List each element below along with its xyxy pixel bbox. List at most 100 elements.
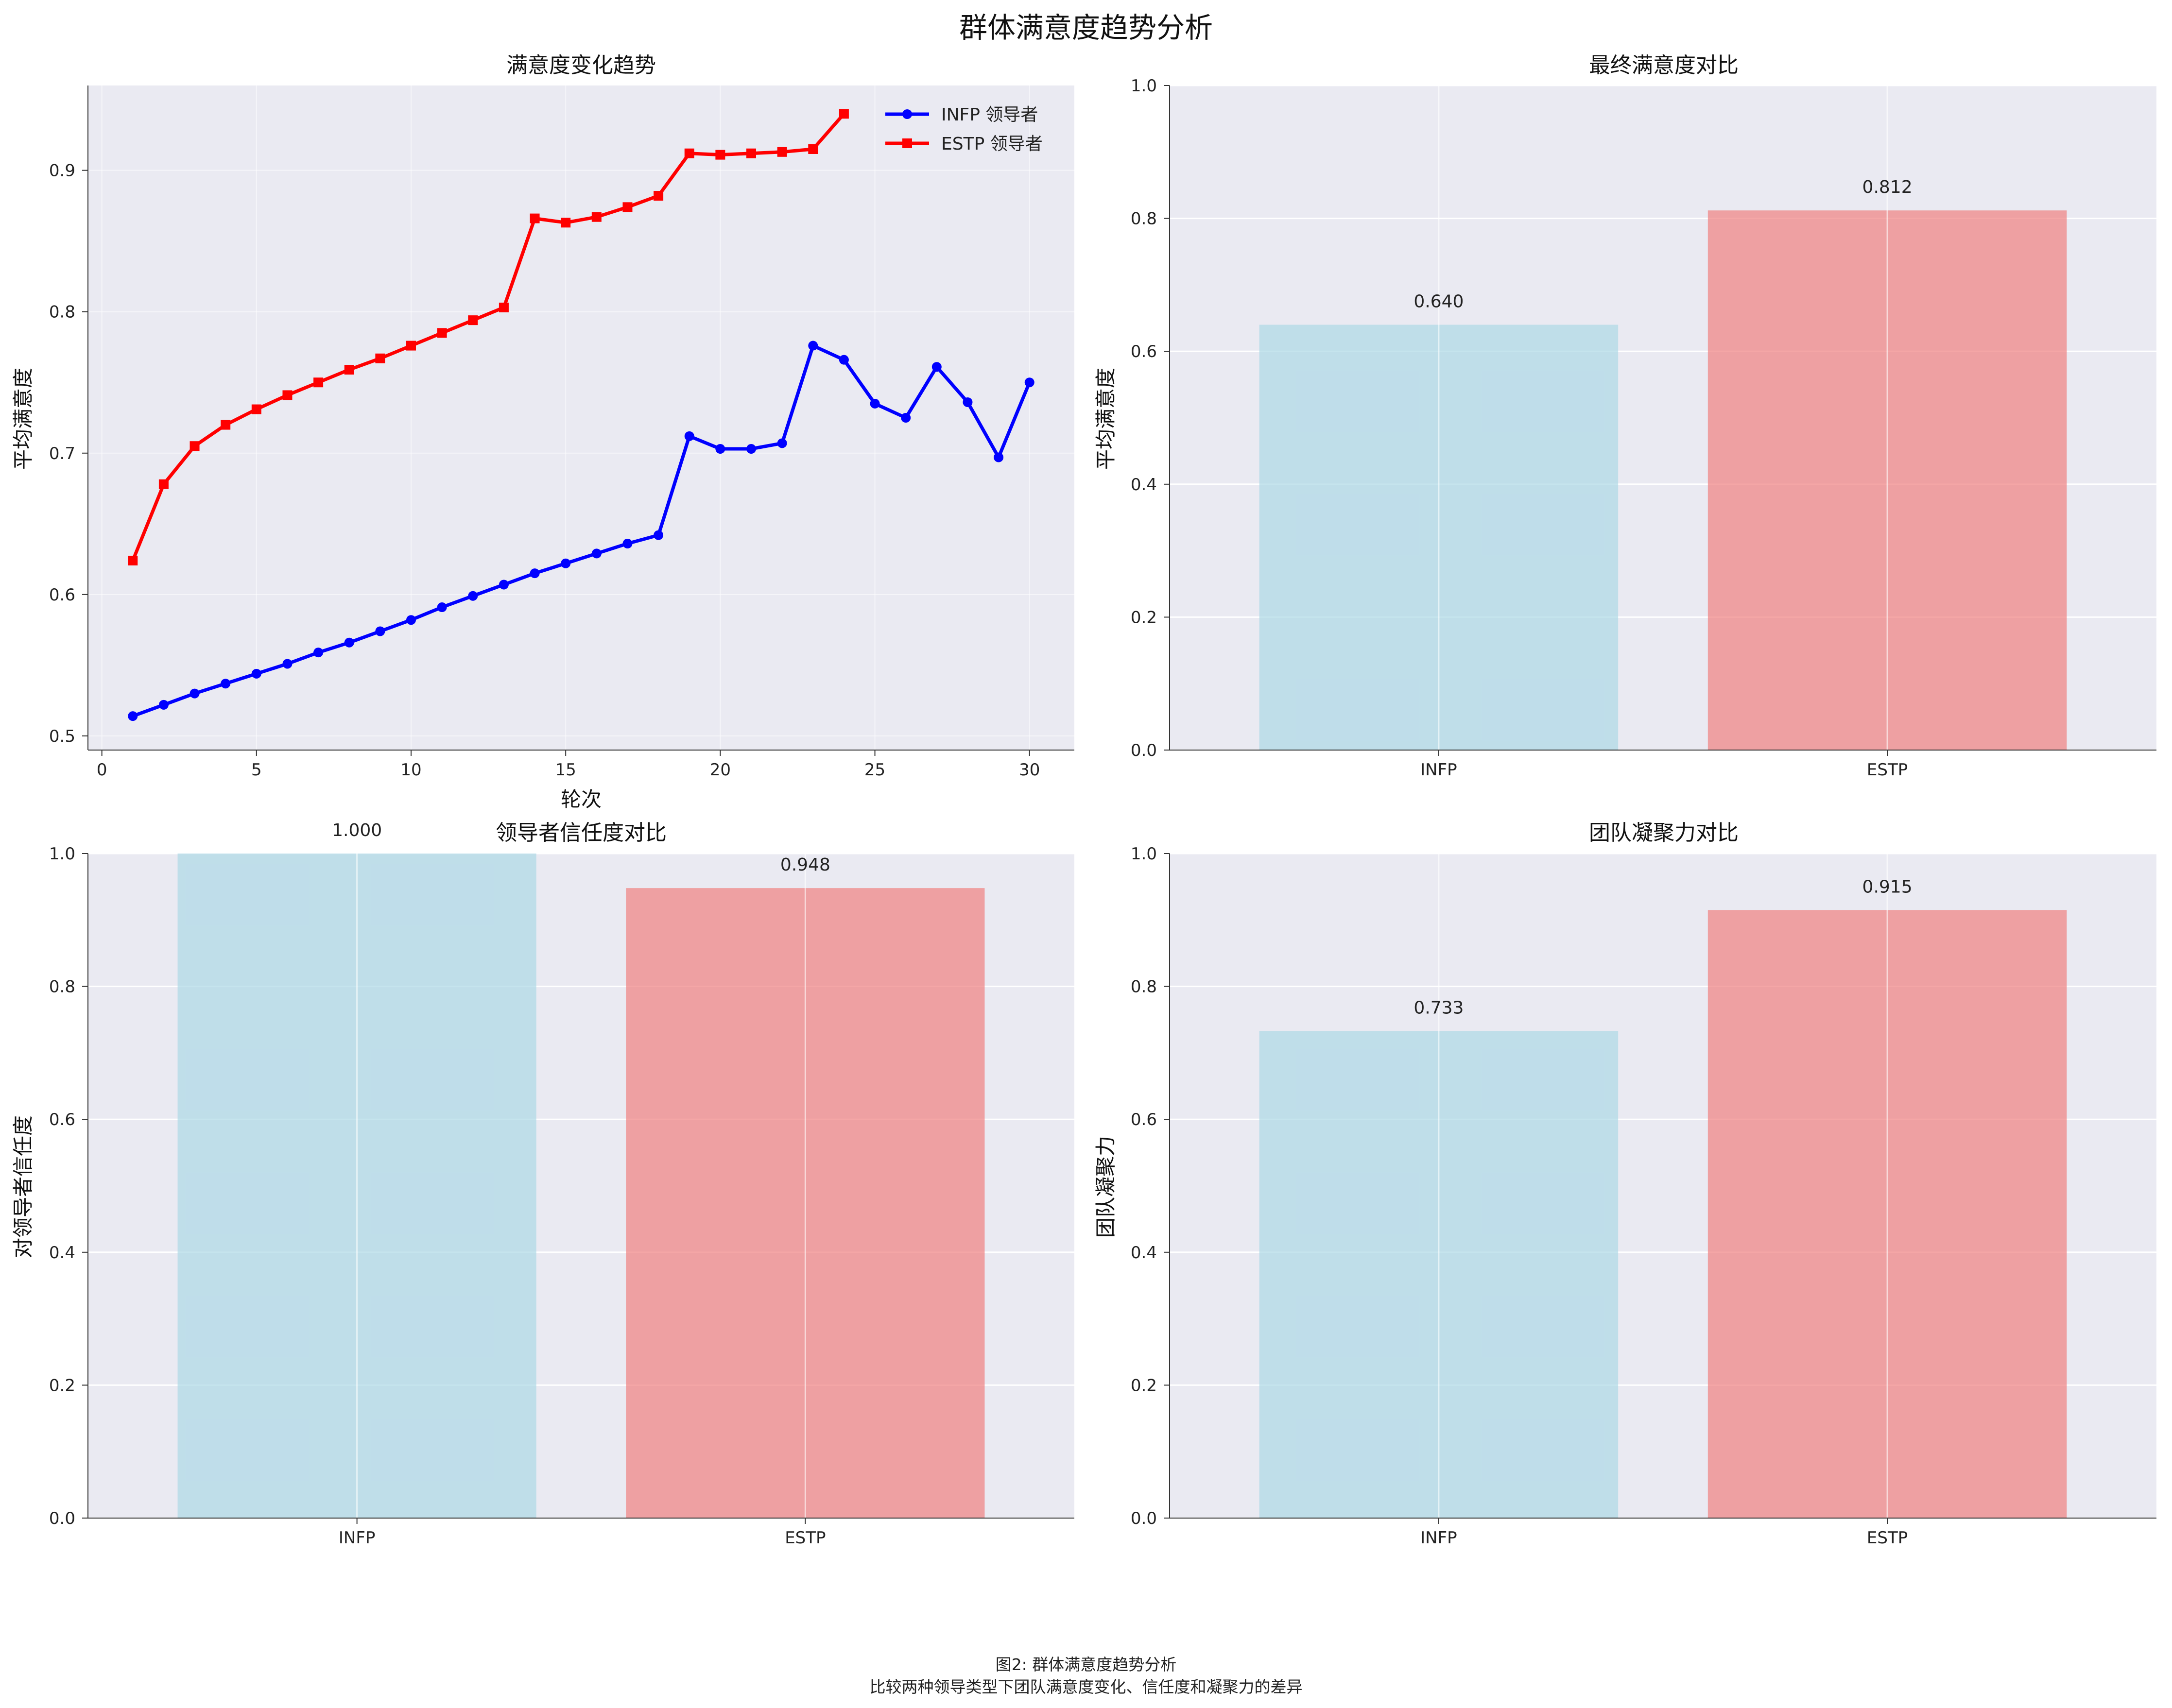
data-point (561, 218, 571, 228)
series-estp (128, 109, 849, 565)
data-point (654, 191, 664, 201)
data-point (282, 659, 293, 669)
data-point (1024, 377, 1034, 388)
data-point (437, 328, 447, 338)
data-point (654, 530, 664, 540)
data-point (128, 555, 138, 565)
series-line (131, 112, 845, 562)
y-axis-label: 平均满意度 (11, 368, 35, 470)
y-tick-label: 0.4 (49, 1243, 75, 1263)
y-tick-label: 0.4 (1131, 475, 1157, 495)
data-point (931, 362, 942, 372)
data-point (715, 444, 725, 454)
figure-title: 群体满意度趋势分析 (959, 11, 1213, 44)
legend-label: INFP 领导者 (941, 105, 1038, 125)
data-point (406, 341, 416, 351)
y-tick-label: 0.6 (1131, 1110, 1157, 1129)
series-infp (128, 341, 1034, 721)
series-line (132, 344, 1031, 718)
data-point (746, 148, 756, 158)
bar-value-label: 0.948 (780, 855, 830, 875)
chart-title: 团队凝聚力对比 (1589, 820, 1739, 845)
figure-caption-line-2: 比较两种领导类型下团队满意度变化、信任度和凝聚力的差异 (869, 1677, 1303, 1696)
data-point (406, 615, 416, 625)
x-tick-label: INFP (1420, 760, 1457, 780)
data-point (190, 441, 200, 451)
bar-value-label: 0.812 (1862, 177, 1913, 197)
data-point (684, 148, 694, 158)
y-tick-label: 0.0 (49, 1509, 75, 1528)
bar-value-label: 0.640 (1414, 291, 1464, 311)
data-point (622, 539, 633, 549)
x-tick-label: 15 (555, 760, 576, 780)
data-point (591, 212, 602, 222)
y-axis-label: 平均满意度 (1094, 368, 1118, 470)
y-tick-label: 0.9 (49, 161, 75, 181)
x-tick-label: INFP (339, 1528, 376, 1548)
data-point (128, 711, 138, 721)
leader-trust-chart: 领导者信任度对比 对领导者信任度 0.0 0.2 0.4 0.6 0.8 1.0 1.000… (11, 820, 1074, 1548)
data-point (190, 688, 200, 699)
legend: INFP 领导者 ESTP 领导者 (885, 105, 1043, 154)
data-point (839, 355, 849, 365)
bar-value-label: 0.733 (1414, 998, 1464, 1018)
data-point (468, 591, 478, 601)
grid-lines (88, 85, 1074, 750)
data-point (468, 315, 478, 325)
x-tick-label: 20 (710, 760, 731, 780)
data-point (561, 558, 571, 568)
data-point (344, 637, 354, 648)
data-point (344, 365, 354, 375)
y-tick-label: 0.8 (1131, 977, 1157, 997)
x-tick-label: ESTP (1867, 760, 1908, 780)
data-point (437, 602, 447, 613)
satisfaction-trend-chart: 满意度变化趋势 轮次 平均满意度 0 5 10 15 20 25 30 0.5 0.6 0.7 0.… (11, 53, 1074, 811)
data-point (158, 479, 169, 489)
data-point (375, 353, 385, 363)
data-point (963, 397, 973, 407)
legend-marker (902, 138, 912, 148)
data-point (251, 668, 261, 679)
y-tick-label: 0.6 (49, 585, 75, 605)
y-tick-label: 0.0 (1131, 1509, 1157, 1528)
data-point (158, 700, 169, 710)
x-tick-label: 0 (97, 760, 107, 780)
y-tick-label: 0.6 (1131, 342, 1157, 361)
x-tick-label: INFP (1420, 1528, 1457, 1548)
data-point (282, 390, 293, 400)
x-axis-label: 轮次 (561, 787, 602, 811)
y-axis-label: 团队凝聚力 (1094, 1136, 1118, 1238)
chart-title: 最终满意度对比 (1589, 53, 1739, 78)
y-tick-label: 1.0 (49, 844, 75, 864)
x-tick-label: ESTP (1867, 1528, 1908, 1548)
y-tick-label: 0.0 (1131, 741, 1157, 760)
data-point (808, 341, 818, 351)
data-point (684, 431, 694, 441)
data-point (251, 404, 261, 414)
data-point (530, 213, 540, 223)
bar-value-label: 1.000 (332, 820, 382, 840)
data-point (808, 144, 818, 154)
data-point (313, 377, 324, 388)
y-tick-label: 0.8 (1131, 209, 1157, 229)
y-tick-label: 1.0 (1131, 76, 1157, 96)
data-point (530, 568, 540, 579)
x-tick-label: ESTP (785, 1528, 826, 1548)
data-point (591, 548, 602, 559)
data-point (839, 109, 849, 119)
team-cohesion-chart: 团队凝聚力对比 团队凝聚力 0.0 0.2 0.4 0.6 0.8 1.0 0.733 INF… (1094, 820, 2156, 1548)
legend-label: ESTP 领导者 (941, 134, 1043, 154)
data-point (870, 398, 880, 409)
y-tick-label: 0.7 (49, 444, 75, 463)
chart-title: 满意度变化趋势 (506, 53, 656, 78)
data-point (499, 302, 509, 312)
y-tick-label: 0.2 (49, 1376, 75, 1395)
x-tick-label: 25 (864, 760, 885, 780)
data-point (746, 444, 756, 454)
data-point (901, 413, 911, 423)
y-tick-label: 0.6 (49, 1110, 75, 1129)
y-tick-label: 1.0 (1131, 844, 1157, 864)
y-tick-label: 0.2 (1131, 608, 1157, 627)
final-satisfaction-chart: 最终满意度对比 平均满意度 0.0 0.2 0.4 0.6 0.8 1.0 0.640 INF… (1094, 53, 2156, 780)
